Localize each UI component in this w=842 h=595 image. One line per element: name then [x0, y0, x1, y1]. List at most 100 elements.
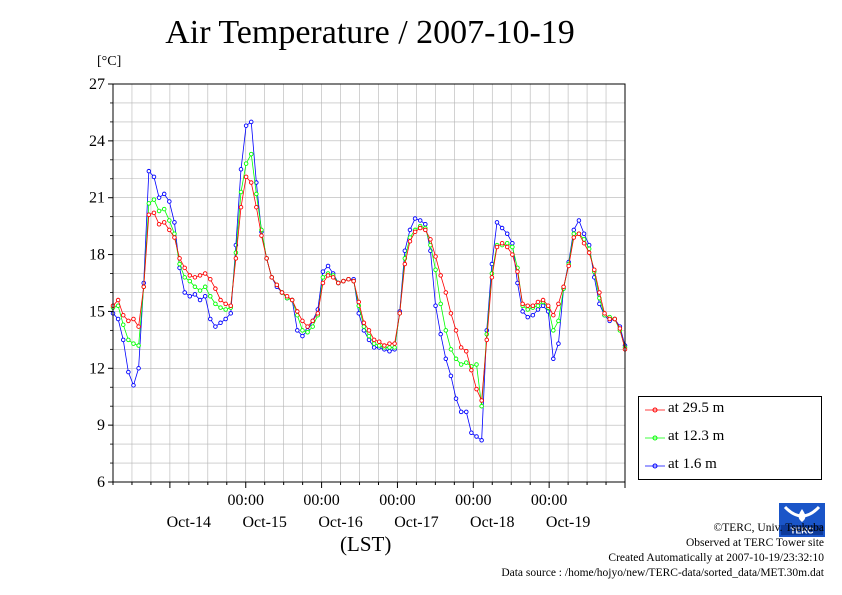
x-axis-label: (LST) [340, 532, 392, 556]
data-point [453, 356, 459, 362]
data-point [228, 311, 234, 316]
logo-text: TERC [790, 526, 813, 536]
y-tick-label: 21 [89, 190, 105, 207]
x-day-label: Oct-18 [470, 514, 514, 531]
data-point [453, 328, 459, 333]
legend-item-29-5m: at 29.5 m [645, 400, 815, 420]
data-point [571, 231, 577, 236]
data-point [151, 210, 157, 216]
data-point [192, 292, 198, 297]
data-point [443, 290, 449, 295]
data-point [525, 303, 530, 308]
series-line-0 [112, 175, 626, 403]
data-point [330, 275, 336, 280]
data-point [510, 252, 515, 257]
data-point [602, 311, 607, 316]
data-point [510, 240, 515, 246]
data-point [556, 301, 561, 307]
data-point [115, 316, 121, 322]
data-point [238, 167, 244, 172]
copyright-text: ©TERC, Univ. Tsukuba [713, 522, 824, 534]
data-point [131, 341, 136, 346]
data-point [300, 318, 305, 324]
data-point [371, 341, 377, 346]
data-point [540, 297, 546, 303]
data-point [161, 220, 167, 225]
credits: ©TERC, Univ. Tsukuba Observed at TERC To… [501, 521, 824, 581]
data-point [438, 301, 443, 307]
data-point [361, 320, 367, 326]
legend-label: at 12.3 m [668, 428, 725, 444]
data-point [458, 345, 464, 350]
data-point [448, 311, 454, 316]
data-point [412, 229, 418, 235]
data-point [597, 290, 602, 295]
x-time-label: 00:00 [531, 492, 567, 509]
data-point [248, 151, 254, 157]
data-point [412, 216, 418, 221]
data-point [161, 206, 167, 212]
y-axis-unit-label: [°C] [97, 54, 122, 69]
data-point [371, 345, 377, 350]
data-point [120, 322, 126, 327]
data-point [341, 278, 346, 284]
data-point [120, 312, 126, 318]
data-point [607, 316, 612, 322]
data-point [320, 269, 326, 274]
legend-label: at 29.5 m [668, 400, 725, 416]
data-point [233, 250, 239, 255]
y-tick-label: 15 [89, 303, 105, 320]
data-point [248, 119, 254, 125]
data-point [325, 263, 331, 269]
data-point [233, 256, 239, 261]
data-point [499, 225, 505, 231]
data-point [213, 286, 218, 291]
data-point [305, 330, 310, 335]
data-point [269, 275, 274, 280]
data-point [218, 305, 223, 310]
y-tick-label: 24 [89, 133, 105, 150]
data-point [382, 343, 387, 348]
data-point [279, 290, 285, 295]
data-point [443, 356, 449, 362]
data-point [510, 244, 515, 250]
x-day-label: Oct-15 [242, 514, 286, 531]
data-point [387, 348, 392, 354]
data-point [126, 369, 131, 375]
data-point [136, 343, 141, 348]
data-point [376, 343, 382, 348]
data-point [571, 235, 577, 240]
data-point [223, 307, 228, 312]
data-point [479, 398, 484, 403]
data-point [464, 409, 469, 415]
data-point [474, 434, 479, 439]
data-point [161, 191, 167, 197]
x-day-label: Oct-19 [546, 514, 590, 531]
data-point [136, 324, 141, 329]
x-day-label: Oct-17 [394, 514, 438, 531]
data-point [254, 204, 259, 210]
data-point [392, 341, 397, 346]
data-point [520, 301, 525, 307]
data-point [136, 366, 141, 371]
data-point [366, 328, 372, 333]
data-point [167, 218, 172, 223]
data-point [243, 123, 249, 128]
data-point [433, 267, 438, 272]
legend-label: at 1.6 m [668, 456, 717, 472]
data-point [182, 275, 187, 280]
legend-item-12-3m: at 12.3 m [645, 428, 815, 448]
data-point [300, 328, 305, 333]
data-point [571, 227, 577, 233]
data-point [551, 328, 556, 333]
data-point [530, 303, 536, 308]
data-point [464, 360, 469, 365]
data-point [484, 337, 490, 343]
data-point [371, 337, 377, 343]
data-point [581, 240, 587, 246]
data-point [218, 297, 223, 303]
data-point [254, 191, 259, 197]
data-point [438, 331, 443, 337]
legend-marker-red [645, 407, 665, 413]
data-point [535, 299, 541, 305]
